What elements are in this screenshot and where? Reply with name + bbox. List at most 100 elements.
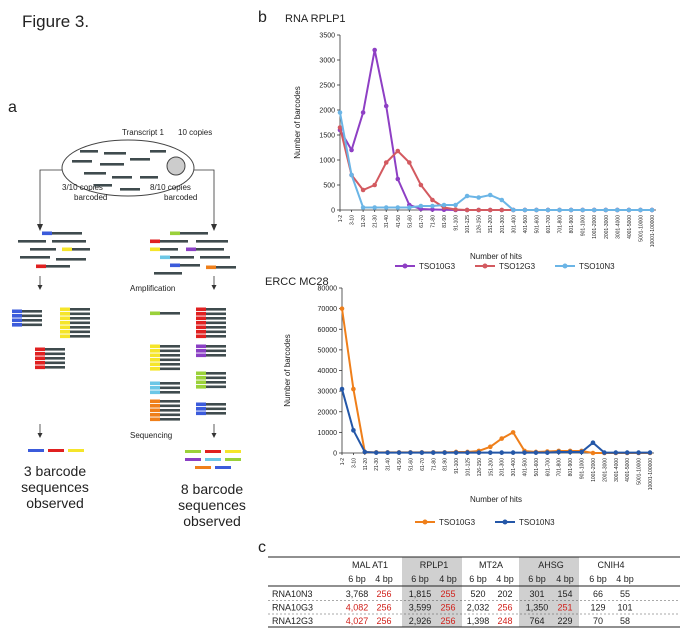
molecule <box>150 240 188 243</box>
x-tick-label: 101-125 <box>465 458 471 477</box>
arrow <box>194 169 215 226</box>
molecule <box>150 413 180 417</box>
molecule <box>60 335 90 338</box>
data-point <box>556 449 562 455</box>
molecule <box>150 363 180 366</box>
legend-marker <box>482 263 488 269</box>
y-tick-label: 80000 <box>318 286 338 293</box>
data-point <box>372 47 377 53</box>
x-tick-label: 801-900 <box>568 458 574 477</box>
data-point <box>522 450 527 455</box>
molecule <box>196 349 226 353</box>
sequence <box>28 449 44 452</box>
barcode <box>196 402 206 407</box>
molecule <box>196 330 226 334</box>
data-point <box>624 450 630 455</box>
data-point <box>590 450 596 456</box>
data-point <box>407 205 412 210</box>
barcode <box>196 334 206 339</box>
data-point <box>430 207 435 212</box>
molecule <box>160 256 194 259</box>
x-tick-label: 901-1000 <box>580 458 586 479</box>
data-point <box>408 450 413 455</box>
molecule <box>94 184 112 187</box>
x-tick-label: 401-500 <box>523 458 529 477</box>
molecule <box>196 407 226 411</box>
table-cell: 154 <box>557 589 572 599</box>
x-tick-label: 101-125 <box>465 215 471 234</box>
table-cell: 1,350 <box>526 603 549 613</box>
data-point <box>419 450 425 455</box>
data-point <box>487 450 493 455</box>
data-point <box>360 205 366 210</box>
barcode <box>150 358 160 362</box>
data-point <box>442 450 447 455</box>
legend-label: TSO10N3 <box>579 262 615 271</box>
table-cell: 248 <box>497 616 512 626</box>
barcode <box>150 381 160 386</box>
sequence <box>185 458 201 461</box>
arrowhead <box>211 285 217 290</box>
y-tick-label: 1000 <box>319 158 335 165</box>
table-cell: 202 <box>497 589 512 599</box>
data-point <box>385 450 390 455</box>
molecule <box>60 326 90 329</box>
shaded-column <box>519 557 579 627</box>
data-point <box>453 207 458 212</box>
molecule <box>62 248 90 251</box>
barcode <box>196 321 206 325</box>
molecule <box>150 345 180 348</box>
molecule <box>35 348 65 351</box>
barcode <box>35 365 45 370</box>
sequence <box>205 458 221 461</box>
x-tick-label: 21-30 <box>374 458 380 471</box>
barcode <box>196 312 206 316</box>
table-cell: 520 <box>470 589 485 599</box>
data-point <box>636 450 641 455</box>
data-point <box>590 440 596 445</box>
data-point <box>603 207 609 213</box>
barcode <box>150 417 160 422</box>
barcode <box>196 411 206 416</box>
barcode <box>196 371 206 376</box>
barcode <box>150 408 160 413</box>
barcode <box>170 263 180 268</box>
row-label: RNA10G3 <box>272 603 313 613</box>
molecule <box>72 160 92 163</box>
barcode <box>60 316 70 321</box>
molecule <box>150 400 180 403</box>
row-label: RNA12G3 <box>272 616 313 626</box>
molecule <box>196 240 228 243</box>
molecule <box>36 265 70 268</box>
y-tick-label: 3000 <box>319 58 335 65</box>
data-point <box>510 450 516 455</box>
table-cell: 1,398 <box>467 616 490 626</box>
molecule <box>42 232 82 235</box>
x-tick-label: 301-400 <box>511 215 517 234</box>
y-tick-label: 1500 <box>319 133 335 140</box>
barcode <box>196 376 206 380</box>
subcolumn-header: 4 bp <box>439 574 457 584</box>
data-point <box>533 450 539 455</box>
molecule <box>154 272 182 275</box>
y-tick-label: 2500 <box>319 83 335 90</box>
x-tick-label: 501-600 <box>534 215 540 234</box>
figure-title: Figure 3. <box>22 12 89 31</box>
data-point <box>395 148 401 154</box>
barcode <box>150 344 160 349</box>
x-tick-label: 41-50 <box>397 458 403 471</box>
molecule <box>84 172 106 175</box>
x-tick-label: 1001-2000 <box>591 458 597 482</box>
x-tick-label: 71-80 <box>431 458 437 471</box>
y-tick-label: 70000 <box>318 306 338 313</box>
barcode <box>35 361 45 365</box>
data-point <box>545 207 551 213</box>
data-point <box>430 197 435 203</box>
table-cell: 4,082 <box>346 603 369 613</box>
table-cell: 2,926 <box>409 616 432 626</box>
barcode <box>170 231 180 236</box>
data-point <box>453 450 459 455</box>
cell-outline <box>61 139 195 197</box>
data-point <box>615 207 620 213</box>
column-header: RPLP1 <box>420 560 449 570</box>
